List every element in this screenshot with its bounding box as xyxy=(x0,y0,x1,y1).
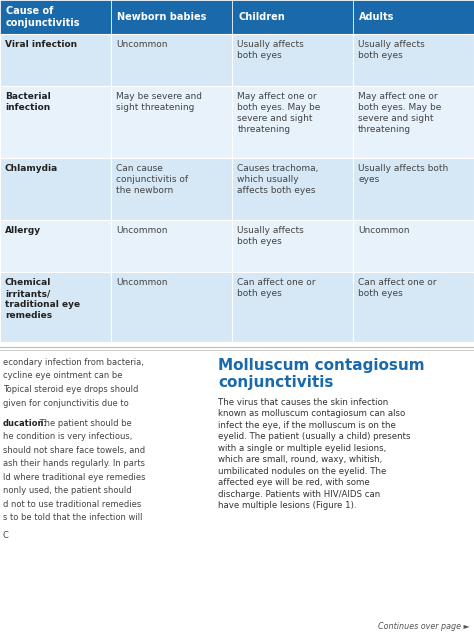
Bar xyxy=(0,0,111,34)
Bar xyxy=(353,272,474,342)
Bar xyxy=(232,220,353,272)
Text: econdary infection from bacteria,: econdary infection from bacteria, xyxy=(3,358,144,367)
Bar xyxy=(111,272,232,342)
Text: May be severe and
sight threatening: May be severe and sight threatening xyxy=(117,92,202,112)
Bar xyxy=(111,158,232,220)
Text: he condition is very infectious,: he condition is very infectious, xyxy=(3,433,132,441)
Text: d not to use traditional remedies: d not to use traditional remedies xyxy=(3,500,141,509)
Bar xyxy=(232,0,353,34)
Text: Usually affects
both eyes: Usually affects both eyes xyxy=(237,40,304,60)
Bar xyxy=(0,272,111,342)
Text: Uncommon: Uncommon xyxy=(358,226,410,235)
Text: C: C xyxy=(3,531,9,540)
Text: given for conjunctivitis due to: given for conjunctivitis due to xyxy=(3,399,129,408)
Text: Children: Children xyxy=(238,12,285,22)
Bar xyxy=(0,158,111,220)
Text: Can affect one or
both eyes: Can affect one or both eyes xyxy=(358,278,437,298)
Text: May affect one or
both eyes. May be
severe and sight
threatening: May affect one or both eyes. May be seve… xyxy=(358,92,441,134)
Text: The virus that causes the skin infection
known as molluscum contagiosum can also: The virus that causes the skin infection… xyxy=(218,398,410,510)
Text: The patient should be: The patient should be xyxy=(37,419,132,428)
Text: ash their hands regularly. In parts: ash their hands regularly. In parts xyxy=(3,459,145,468)
Bar xyxy=(111,34,232,86)
Text: Usually affects
both eyes: Usually affects both eyes xyxy=(358,40,425,60)
Bar xyxy=(0,86,111,158)
Bar xyxy=(353,0,474,34)
Bar xyxy=(232,158,353,220)
Text: Bacterial
infection: Bacterial infection xyxy=(5,92,51,112)
Text: Continues over page ►: Continues over page ► xyxy=(378,622,470,631)
Text: Molluscum contagiosum
conjunctivitis: Molluscum contagiosum conjunctivitis xyxy=(218,358,425,390)
Text: nonly used, the patient should: nonly used, the patient should xyxy=(3,486,132,495)
Text: Uncommon: Uncommon xyxy=(117,40,168,49)
Text: Cause of
conjunctivitis: Cause of conjunctivitis xyxy=(6,6,81,28)
Bar xyxy=(353,86,474,158)
Text: Can affect one or
both eyes: Can affect one or both eyes xyxy=(237,278,316,298)
Text: should not share face towels, and: should not share face towels, and xyxy=(3,446,145,455)
Bar xyxy=(353,220,474,272)
Text: May affect one or
both eyes. May be
severe and sight
threatening: May affect one or both eyes. May be seve… xyxy=(237,92,320,134)
Text: Chlamydia: Chlamydia xyxy=(5,164,58,173)
Text: Uncommon: Uncommon xyxy=(117,226,168,235)
Text: s to be told that the infection will: s to be told that the infection will xyxy=(3,513,143,522)
Text: Usually affects
both eyes: Usually affects both eyes xyxy=(237,226,304,246)
Bar xyxy=(353,158,474,220)
Text: ducation:: ducation: xyxy=(3,419,48,428)
Text: Chemical
irritants/
traditional eye
remedies: Chemical irritants/ traditional eye reme… xyxy=(5,278,80,320)
Bar xyxy=(111,0,232,34)
Text: Causes trachoma,
which usually
affects both eyes: Causes trachoma, which usually affects b… xyxy=(237,164,319,195)
Text: Uncommon: Uncommon xyxy=(117,278,168,287)
Bar xyxy=(111,86,232,158)
Bar xyxy=(0,34,111,86)
Text: Can cause
conjunctivitis of
the newborn: Can cause conjunctivitis of the newborn xyxy=(117,164,189,195)
Bar xyxy=(353,34,474,86)
Text: Topical steroid eye drops should: Topical steroid eye drops should xyxy=(3,385,138,394)
Text: Newborn babies: Newborn babies xyxy=(118,12,207,22)
Bar xyxy=(232,272,353,342)
Text: Usually affects both
eyes: Usually affects both eyes xyxy=(358,164,448,184)
Text: ld where traditional eye remedies: ld where traditional eye remedies xyxy=(3,473,146,482)
Text: cycline eye ointment can be: cycline eye ointment can be xyxy=(3,371,122,380)
Text: Adults: Adults xyxy=(359,12,394,22)
Bar xyxy=(232,86,353,158)
Bar xyxy=(111,220,232,272)
Bar xyxy=(0,220,111,272)
Text: Viral infection: Viral infection xyxy=(5,40,77,49)
Bar xyxy=(232,34,353,86)
Text: Allergy: Allergy xyxy=(5,226,41,235)
